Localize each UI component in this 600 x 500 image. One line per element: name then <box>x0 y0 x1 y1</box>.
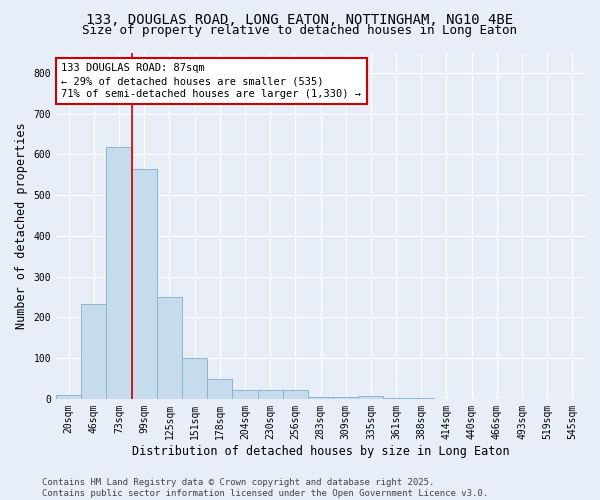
Bar <box>257 390 283 399</box>
Text: 133, DOUGLAS ROAD, LONG EATON, NOTTINGHAM, NG10 4BE: 133, DOUGLAS ROAD, LONG EATON, NOTTINGHA… <box>86 12 514 26</box>
Bar <box>56 395 81 399</box>
Bar <box>333 397 358 399</box>
Bar <box>106 146 131 399</box>
Bar <box>182 358 207 399</box>
Bar <box>383 398 409 399</box>
Text: 133 DOUGLAS ROAD: 87sqm
← 29% of detached houses are smaller (535)
71% of semi-d: 133 DOUGLAS ROAD: 87sqm ← 29% of detache… <box>61 63 361 100</box>
Bar <box>308 397 333 399</box>
Bar <box>157 298 182 399</box>
Bar <box>81 304 106 399</box>
Bar <box>232 390 257 399</box>
Bar <box>283 390 308 399</box>
X-axis label: Distribution of detached houses by size in Long Eaton: Distribution of detached houses by size … <box>132 444 509 458</box>
Y-axis label: Number of detached properties: Number of detached properties <box>15 122 28 329</box>
Text: Size of property relative to detached houses in Long Eaton: Size of property relative to detached ho… <box>83 24 517 37</box>
Bar <box>207 380 232 399</box>
Text: Contains HM Land Registry data © Crown copyright and database right 2025.
Contai: Contains HM Land Registry data © Crown c… <box>42 478 488 498</box>
Bar <box>131 168 157 399</box>
Bar <box>358 396 383 399</box>
